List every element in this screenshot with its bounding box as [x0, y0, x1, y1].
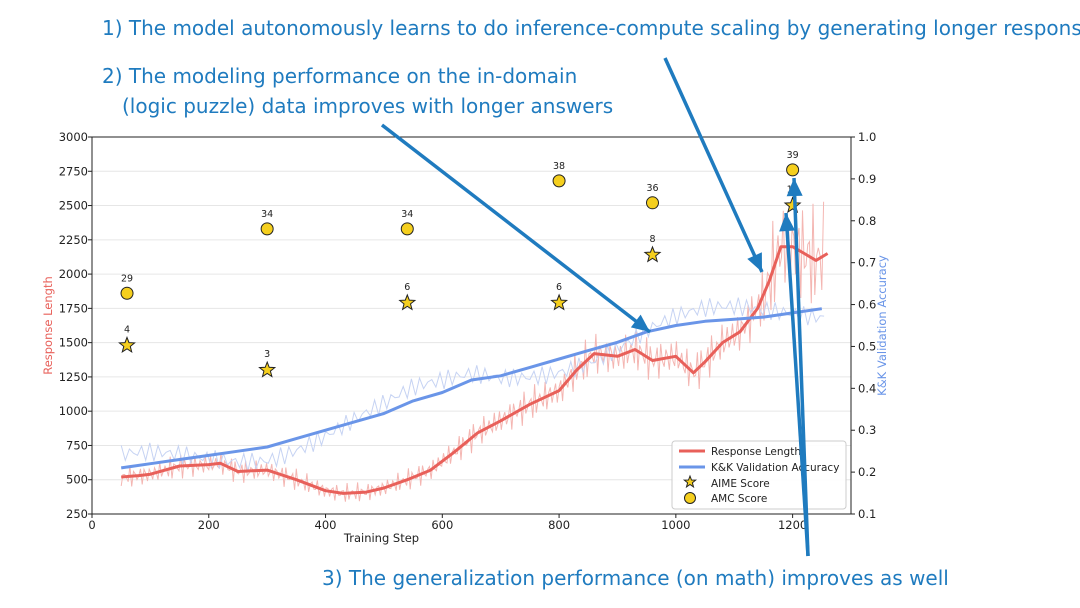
- aime-star-marker: [550, 293, 569, 311]
- amc-score-label: 29: [121, 273, 133, 284]
- amc-score-label: 34: [261, 209, 273, 220]
- legend-accuracy-label: K&K Validation Accuracy: [711, 462, 839, 474]
- y2-tick-label: 1.0: [858, 130, 876, 144]
- aime-star-marker: [118, 336, 136, 354]
- callout-arrow-head: [786, 178, 803, 197]
- x-tick-label: 1200: [778, 518, 807, 532]
- y-tick-label: 750: [66, 438, 88, 452]
- amc-circle-marker: [786, 163, 800, 177]
- y-tick-label: 1750: [59, 301, 88, 315]
- y2-tick-label: 0.4: [858, 381, 876, 395]
- legend-star-shape: [682, 474, 698, 489]
- y-tick-label: 1000: [59, 404, 88, 418]
- y-tick-label: 2250: [59, 233, 88, 247]
- y-tick-label: 1500: [59, 336, 88, 350]
- plot-frame: [91, 136, 852, 515]
- callout-arrow-shaft: [792, 177, 810, 557]
- callout-arrow-head: [779, 213, 796, 232]
- callout-2-line-1: 2) The modeling performance on the in-do…: [102, 64, 578, 88]
- aime-score-label: 8: [649, 234, 655, 245]
- axes: 2505007501000125015001750200022502500275…: [41, 130, 889, 545]
- x-tick-label: 0: [88, 518, 95, 532]
- y2-tick-label: 0.9: [858, 172, 876, 186]
- y-axis-label: Response Length: [41, 276, 55, 375]
- callout-3: 3) The generalization performance (on ma…: [322, 566, 949, 590]
- aime-star-marker: [258, 360, 277, 378]
- accuracy-line: [120, 307, 823, 470]
- callout-arrow-head: [747, 252, 762, 272]
- y2-tick-label: 0.5: [858, 339, 876, 353]
- callout-2-line-2: (logic puzzle) data improves with longer…: [122, 94, 614, 118]
- amc-circle-marker: [552, 174, 566, 188]
- series-lines: [120, 245, 829, 495]
- x-tick-label: 200: [198, 518, 220, 532]
- x-tick-label: 1000: [661, 518, 690, 532]
- legend-amc-label: AMC Score: [711, 493, 767, 505]
- legend: Response Length K&K Validation Accuracy …: [671, 440, 847, 510]
- y-tick-label: 500: [66, 473, 88, 487]
- y-tick-label: 250: [66, 507, 88, 521]
- x-axis-label: Training Step: [343, 531, 419, 545]
- y2-tick-label: 0.2: [858, 465, 876, 479]
- y-tick-label: 2500: [59, 199, 88, 213]
- amc-score-label: 39: [787, 150, 799, 161]
- amc-score-label: 36: [646, 183, 658, 194]
- y2-tick-label: 0.3: [858, 423, 876, 437]
- y2-tick-label: 0.7: [858, 256, 876, 270]
- y2-tick-label: 0.1: [858, 507, 876, 521]
- x-tick-label: 800: [548, 518, 570, 532]
- amc-circle-marker: [400, 222, 414, 236]
- y-tick-label: 3000: [59, 130, 88, 144]
- legend-amc-circle-icon: [684, 492, 696, 504]
- amc-circle-marker: [645, 196, 659, 210]
- legend-response-label: Response Length: [711, 446, 801, 458]
- amc-circle-marker: [120, 286, 134, 300]
- callout-arrow-head: [630, 314, 650, 332]
- aime-star-marker: [398, 293, 417, 311]
- y2-axis-label: K&K Validation Accuracy: [875, 255, 889, 396]
- amc-circle-marker: [260, 222, 274, 236]
- amc-score-label: 38: [553, 161, 565, 172]
- y2-tick-label: 0.6: [858, 298, 876, 312]
- response-length-line: [121, 245, 829, 495]
- x-tick-label: 600: [431, 518, 453, 532]
- legend-aime-label: AIME Score: [711, 478, 770, 490]
- aime-score-label: 3: [264, 349, 270, 360]
- aime-score-label: 6: [556, 282, 562, 293]
- aime-score-label: 6: [404, 282, 410, 293]
- callout-arrow-shaft: [663, 57, 764, 273]
- y2-tick-label: 0.8: [858, 214, 876, 228]
- aime-score-label: 4: [124, 324, 130, 335]
- legend-aime-star-icon: [682, 474, 698, 489]
- amc-score-label: 34: [401, 209, 413, 220]
- x-tick-label: 400: [315, 518, 337, 532]
- callout-arrows: [380, 57, 810, 557]
- accuracy-raw-line: [120, 297, 825, 472]
- y-tick-label: 2000: [59, 267, 88, 281]
- y-tick-label: 2750: [59, 164, 88, 178]
- y-tick-label: 1250: [59, 370, 88, 384]
- callout-arrow-shaft: [380, 123, 652, 334]
- aime-star-marker: [783, 196, 802, 214]
- callout-1: 1) The model autonomously learns to do i…: [102, 16, 1080, 40]
- aime-star-marker: [643, 245, 662, 263]
